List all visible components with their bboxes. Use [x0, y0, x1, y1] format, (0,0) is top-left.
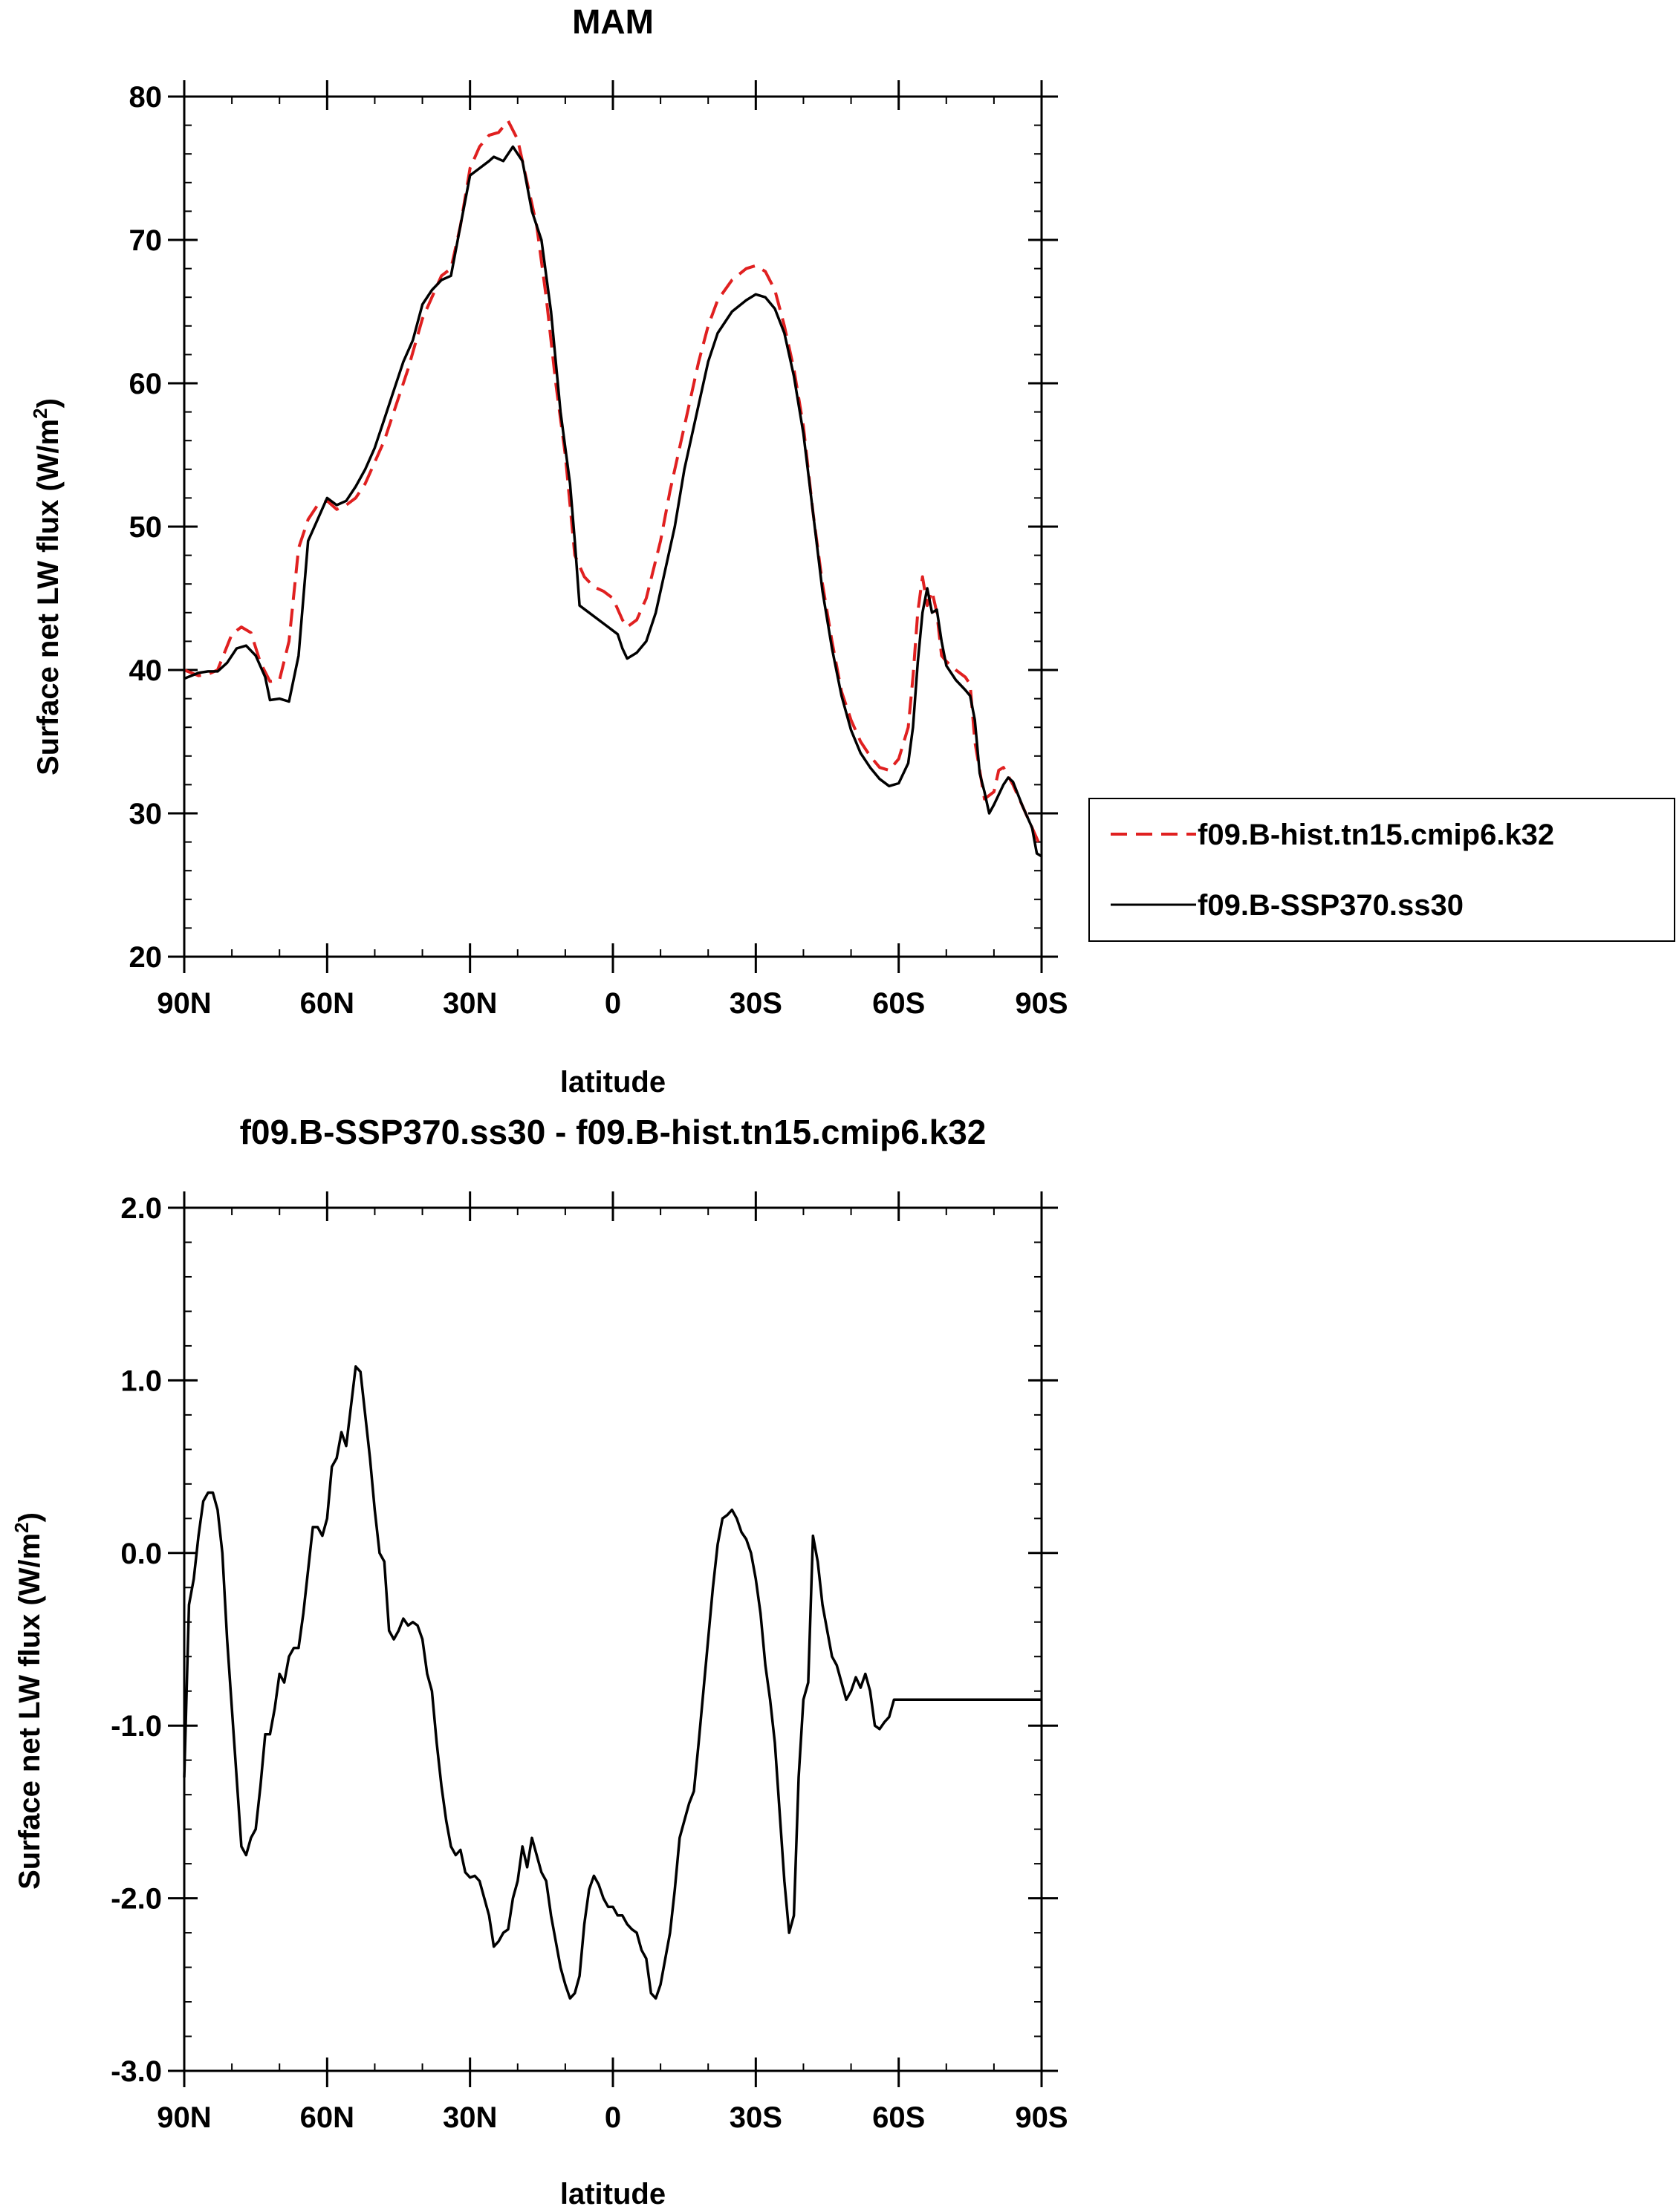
top-x-tick-label: 30S: [730, 987, 782, 1020]
bottom-x-tick-label: 30N: [443, 2101, 497, 2134]
legend-ssp-label: f09.B-SSP370.ss30: [1198, 889, 1464, 922]
bottom-x-tick-label: 60S: [872, 2101, 925, 2134]
bottom-x-tick-label: 90S: [1015, 2101, 1068, 2134]
legend-box: [1088, 798, 1675, 942]
bottom-y-axis-label: Surface net LW flux (W/m2): [10, 1512, 46, 1890]
bottom-series-line-0: [183, 1365, 1042, 2000]
top-x-axis-label: latitude: [560, 1066, 666, 1099]
top-series-line-1: [184, 145, 1042, 858]
bottom-y-tick-label: -2.0: [111, 1883, 162, 1916]
top-x-tick-label: 90S: [1015, 987, 1068, 1020]
legend-hist-label: f09.B-hist.tn15.cmip6.k32: [1198, 819, 1554, 851]
bottom-y-tick-label: 1.0: [120, 1364, 162, 1397]
top-y-tick-label: 30: [129, 798, 163, 830]
top-x-tick-label: 60N: [300, 987, 354, 1020]
bottom-x-axis-label: latitude: [560, 2178, 666, 2211]
top-x-tick-label: 60S: [872, 987, 925, 1020]
top-y-tick-label: 60: [129, 368, 163, 400]
top-x-tick-label: 90N: [157, 987, 211, 1020]
top-y-tick-label: 20: [129, 941, 163, 974]
bottom-x-tick-label: 30S: [730, 2101, 782, 2134]
top-chart-title: MAM: [572, 2, 654, 41]
bottom-y-tick-label: 0.0: [120, 1538, 162, 1570]
top-y-tick-label: 70: [129, 224, 163, 257]
bottom-plot-frame: [183, 1206, 1043, 2072]
top-y-tick-label: 40: [129, 654, 163, 687]
bottom-panel: f09.B-SSP370.ss30 - f09.B-hist.tn15.cmip…: [10, 1113, 1068, 2211]
top-plot-frame: [183, 95, 1043, 958]
bottom-y-tick-label: 2.0: [120, 1192, 162, 1225]
bottom-x-tick-label: 0: [605, 2101, 621, 2134]
top-plot-area: 80 70 60 50 40 30 20 90N 60N 30N 0 30S 60S 90S: [129, 80, 1068, 1020]
bottom-x-tick-label: 60N: [300, 2101, 354, 2134]
legend: f09.B-hist.tn15.cmip6.k32 f09.B-SSP370.s…: [1088, 798, 1675, 942]
bottom-y-tick-label: -3.0: [111, 2055, 162, 2088]
top-y-tick-label: 50: [129, 511, 163, 544]
top-y-tick-label: 80: [129, 81, 163, 114]
top-x-tick-label: 30N: [443, 987, 497, 1020]
top-x-tick-label: 0: [605, 987, 621, 1020]
bottom-x-tick-label: 90N: [157, 2101, 211, 2134]
bottom-y-tick-label: -1.0: [111, 1710, 162, 1743]
top-series-line-0: [184, 119, 1043, 850]
bottom-chart-title: f09.B-SSP370.ss30 - f09.B-hist.tn15.cmip…: [240, 1113, 987, 1151]
top-y-axis-label: Surface net LW flux (W/m2): [29, 398, 65, 775]
top-panel: MAM 80 70 60 50 40 30 20 90N 60N 30N 0 30S 60S 90S la…: [29, 2, 1068, 1099]
bottom-plot-area: 2.0 1.0 0.0 -1.0 -2.0 -3.0 90N 60N 30N 0 30S 60S 90S: [111, 1191, 1068, 2134]
